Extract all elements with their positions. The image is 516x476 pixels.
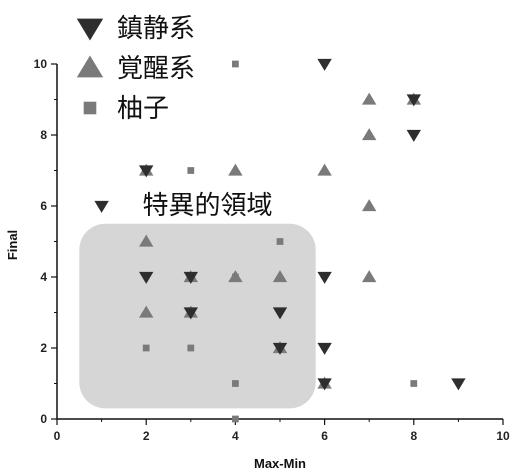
data-point: [406, 129, 421, 142]
region-label: 特異的領域: [142, 191, 272, 221]
data-point: [362, 199, 377, 212]
x-tick-label: 4: [232, 429, 239, 443]
x-tick-label: 8: [410, 429, 417, 443]
data-point: [272, 342, 288, 355]
data-point: [406, 94, 421, 107]
legend-label: 柚子: [117, 94, 169, 124]
x-tick-label: 10: [496, 429, 510, 443]
data-point: [142, 344, 150, 352]
legend-label: 鎮静系: [117, 14, 195, 44]
data-point: [362, 270, 377, 283]
data-point: [451, 378, 466, 391]
x-tick-label: 0: [54, 429, 61, 443]
data-point: [272, 307, 288, 320]
data-point: [187, 344, 195, 352]
y-axis-title: Final: [5, 230, 20, 260]
highlight-region: [79, 223, 316, 409]
data-point: [139, 271, 154, 284]
data-point: [139, 165, 154, 178]
data-point: [362, 92, 377, 105]
series-3: [142, 60, 418, 423]
data-point: [362, 128, 377, 141]
y-tick-label: 10: [34, 57, 48, 71]
data-point: [317, 271, 332, 284]
data-point: [183, 307, 198, 320]
legend-marker: [76, 55, 104, 78]
data-point: [232, 415, 239, 423]
x-tick-label: 2: [143, 429, 150, 443]
data-point: [139, 305, 154, 318]
data-point: [187, 167, 195, 174]
y-tick-label: 2: [40, 341, 47, 355]
points-layer: [94, 58, 466, 423]
legend-marker: [76, 18, 104, 41]
region-layer: 特異的領域: [79, 191, 316, 409]
axes-layer: 0 2 4 6 8 10 0 2 4 6 8 10: [34, 57, 510, 443]
y-tick-label: 0: [40, 412, 47, 426]
data-point: [232, 60, 239, 68]
legend-marker: [83, 101, 97, 115]
data-point: [276, 238, 284, 245]
data-point: [317, 58, 332, 71]
data-point: [317, 163, 332, 176]
data-point: [232, 380, 239, 387]
y-tick-label: 4: [40, 270, 47, 284]
x-tick-label: 6: [321, 429, 328, 443]
y-tick-label: 8: [40, 128, 47, 142]
data-point: [183, 271, 198, 284]
y-tick-label: 6: [40, 199, 47, 213]
data-point: [232, 273, 239, 281]
data-point: [139, 234, 154, 247]
x-axis-title: Max-Min: [254, 456, 306, 471]
data-point: [272, 270, 288, 283]
data-point: [317, 378, 332, 391]
data-point: [317, 342, 332, 355]
series-1: [94, 58, 466, 391]
data-point: [228, 163, 243, 176]
legend-label: 覚醒系: [117, 54, 195, 84]
data-point: [94, 200, 109, 213]
data-point: [410, 380, 418, 387]
